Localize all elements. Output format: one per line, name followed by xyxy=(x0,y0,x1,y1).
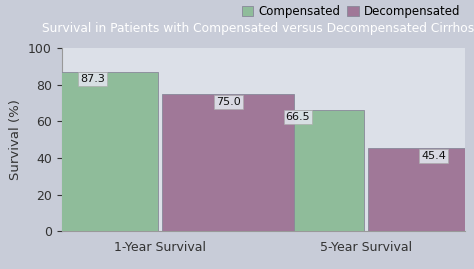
Bar xyxy=(368,148,474,231)
Text: 45.4: 45.4 xyxy=(421,151,446,161)
Text: 66.5: 66.5 xyxy=(286,112,310,122)
Bar xyxy=(27,72,158,231)
Text: 75.0: 75.0 xyxy=(216,97,240,107)
Text: 87.3: 87.3 xyxy=(80,74,105,84)
Bar xyxy=(232,109,364,231)
Bar xyxy=(162,94,294,231)
Y-axis label: Survival (%): Survival (%) xyxy=(9,99,22,180)
Legend: Compensated, Decompensated: Compensated, Decompensated xyxy=(239,3,463,21)
Text: Survival in Patients with Compensated versus Decompensated Cirrhosis: Survival in Patients with Compensated ve… xyxy=(42,22,474,35)
